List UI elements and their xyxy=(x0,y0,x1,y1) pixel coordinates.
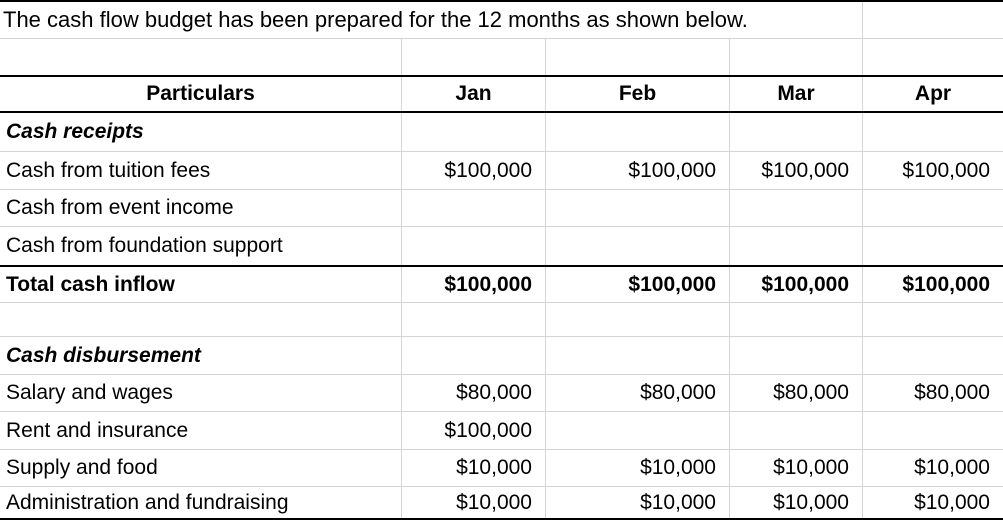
empty-cell xyxy=(402,303,546,336)
cell-apr: $100,000 xyxy=(902,158,990,182)
empty-cell xyxy=(0,303,402,336)
row-label: Cash disbursement xyxy=(0,337,402,374)
cell-apr xyxy=(863,337,1003,374)
cell-apr: $10,000 xyxy=(914,456,990,479)
title-row: The cash flow budget has been prepared f… xyxy=(0,2,1003,39)
table-caption: The cash flow budget has been prepared f… xyxy=(0,2,863,38)
cell-apr: $80,000 xyxy=(914,381,990,404)
header-row: Particulars Jan Feb Mar Apr xyxy=(0,75,1003,113)
empty-cell xyxy=(0,39,402,75)
column-header-mar: Mar xyxy=(730,77,863,111)
row-label: Cash from event income xyxy=(0,190,402,226)
table-row-administration-fundraising: Administration and fundraising $10,000 $… xyxy=(0,487,1003,520)
cell-jan xyxy=(402,113,546,151)
cell-feb: $10,000 xyxy=(546,450,730,486)
cell-feb: $100,000 xyxy=(546,267,730,302)
row-label: Rent and insurance xyxy=(0,412,402,449)
cell-jan: $100,000 xyxy=(402,152,546,189)
empty-cell xyxy=(730,303,863,336)
cell-jan: $80,000 xyxy=(402,375,546,411)
empty-cell xyxy=(730,39,863,75)
cell-feb xyxy=(546,227,730,265)
cell-mar xyxy=(730,190,863,226)
table-row-foundation-support: Cash from foundation support xyxy=(0,227,1003,265)
cell-feb: $100,000 xyxy=(546,152,730,189)
cell-feb xyxy=(546,412,730,449)
cell-jan xyxy=(402,190,546,226)
cell-mar xyxy=(730,412,863,449)
cell-feb: $80,000 xyxy=(546,375,730,411)
column-header-feb: Feb xyxy=(546,77,730,111)
cell-mar: $80,000 xyxy=(730,375,863,411)
row-label: Cash receipts xyxy=(0,113,402,151)
row-label: Cash from tuition fees xyxy=(0,152,402,189)
cell-apr xyxy=(863,113,1003,151)
row-label: Supply and food xyxy=(0,450,402,486)
cell-apr xyxy=(863,227,1003,265)
empty-cell xyxy=(863,39,1003,75)
column-header-apr: Apr xyxy=(914,82,952,105)
cell-mar: $10,000 xyxy=(730,450,863,486)
cell-feb xyxy=(546,337,730,374)
cell-jan: $100,000 xyxy=(402,412,546,449)
table-row-rent-insurance: Rent and insurance $100,000 xyxy=(0,412,1003,450)
spacer-row xyxy=(0,39,1003,75)
cell-jan: $10,000 xyxy=(402,450,546,486)
cell-jan xyxy=(402,337,546,374)
column-header-jan: Jan xyxy=(402,77,546,111)
empty-cell xyxy=(863,303,1003,336)
row-label: Total cash inflow xyxy=(0,267,402,302)
cell-feb: $10,000 xyxy=(546,487,730,518)
cell-mar: $100,000 xyxy=(730,267,863,302)
table-row-salary-wages: Salary and wages $80,000 $80,000 $80,000… xyxy=(0,375,1003,412)
cell-feb xyxy=(546,113,730,151)
table-row-cash-receipts: Cash receipts xyxy=(0,113,1003,152)
cell-apr xyxy=(863,412,1003,449)
row-label: Cash from foundation support xyxy=(0,227,402,265)
table-row-cash-disbursement: Cash disbursement xyxy=(0,337,1003,375)
cell-apr: $10,000 xyxy=(914,490,990,514)
cell-mar xyxy=(730,337,863,374)
table-row-event-income: Cash from event income xyxy=(0,190,1003,227)
empty-cell xyxy=(402,39,546,75)
row-label: Salary and wages xyxy=(0,375,402,411)
empty-cell xyxy=(546,39,730,75)
row-label: Administration and fundraising xyxy=(0,487,402,518)
cell-mar: $100,000 xyxy=(730,152,863,189)
cell-jan xyxy=(402,227,546,265)
column-header-particulars: Particulars xyxy=(0,77,402,111)
empty-cell xyxy=(546,303,730,336)
cell-apr xyxy=(863,190,1003,226)
table-row-supply-food: Supply and food $10,000 $10,000 $10,000 … xyxy=(0,450,1003,487)
cell-mar xyxy=(730,227,863,265)
cell-mar: $10,000 xyxy=(730,487,863,518)
cell-jan: $10,000 xyxy=(402,487,546,518)
cell-mar xyxy=(730,113,863,151)
spacer-row xyxy=(0,303,1003,337)
cell-jan: $100,000 xyxy=(402,267,546,302)
table-row-total-cash-inflow: Total cash inflow $100,000 $100,000 $100… xyxy=(0,265,1003,303)
empty-cell xyxy=(863,2,1003,38)
cell-apr: $100,000 xyxy=(902,272,990,296)
table-row-tuition-fees: Cash from tuition fees $100,000 $100,000… xyxy=(0,152,1003,190)
cell-feb xyxy=(546,190,730,226)
